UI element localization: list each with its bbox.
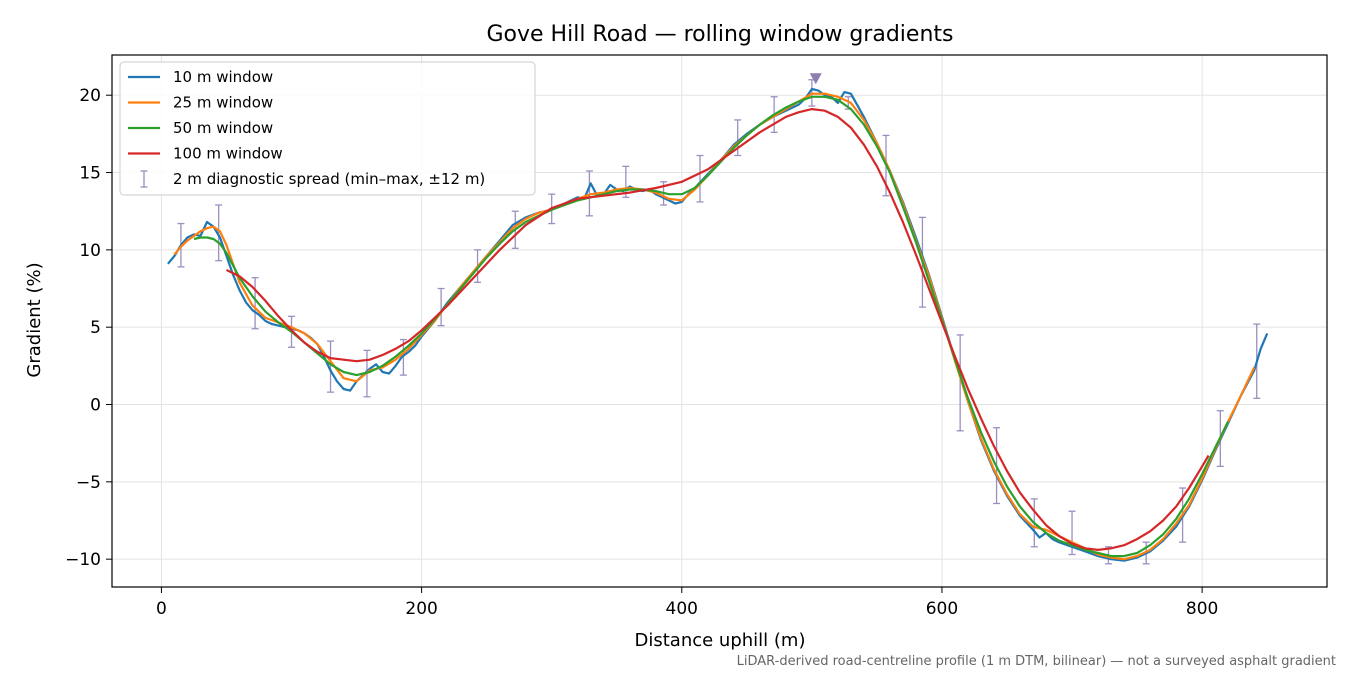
legend-box xyxy=(119,61,536,196)
x-tick-label: 800 xyxy=(1186,599,1218,619)
legend-label: 10 m window xyxy=(173,68,273,86)
error-bar xyxy=(327,340,335,393)
y-tick-label: 0 xyxy=(90,396,101,416)
x-tick-label: 0 xyxy=(156,599,167,619)
error-bar xyxy=(215,204,223,262)
x-tick-label: 600 xyxy=(926,599,958,619)
footnote: LiDAR-derived road-centreline profile (1… xyxy=(737,654,1336,669)
legend-label: 25 m window xyxy=(173,94,273,112)
y-tick-label: 5 xyxy=(90,318,101,338)
chart-title: Gove Hill Road — rolling window gradient… xyxy=(487,22,954,47)
y-tick-label: 15 xyxy=(79,164,101,184)
plot-frame xyxy=(111,54,1328,588)
error-bar xyxy=(437,287,445,327)
series-line-3 xyxy=(193,95,1230,558)
error-bar xyxy=(734,119,742,157)
legend-label: 100 m window xyxy=(173,145,283,163)
legend-entry: 50 m window xyxy=(128,119,273,137)
y-axis-label: Gradient (%) xyxy=(24,262,45,377)
legend-entry: 25 m window xyxy=(128,94,273,112)
error-bar xyxy=(585,170,593,217)
legend-entry: 100 m window xyxy=(128,145,283,163)
error-bar xyxy=(399,338,407,376)
series-line-4 xyxy=(226,107,1210,552)
x-axis-label: Distance uphill (m) xyxy=(635,630,806,651)
peak-marker xyxy=(809,73,822,85)
legend: 10 m window 25 m window 50 m window 100 m w… xyxy=(119,61,536,196)
legend-entry: 10 m window xyxy=(128,68,273,86)
x-tick-label: 400 xyxy=(666,599,698,619)
legend-label: 2 m diagnostic spread (min–max, ±12 m) xyxy=(173,170,485,188)
x-tick-label: 200 xyxy=(405,599,437,619)
series-group xyxy=(167,73,1269,565)
error-bar xyxy=(696,154,704,203)
legend-label: 50 m window xyxy=(173,119,273,137)
error-bar xyxy=(956,334,964,432)
y-tick-label: −10 xyxy=(65,550,101,570)
y-tick-label: 20 xyxy=(79,86,101,106)
error-bar xyxy=(251,277,259,330)
y-tick-label: 10 xyxy=(79,241,101,261)
axes: 0 200 400 600 800 −10 −5 0 5 10 15 20 xyxy=(65,54,1328,619)
y-tick-label: −5 xyxy=(76,473,101,493)
legend-entry: 2 m diagnostic spread (min–max, ±12 m) xyxy=(140,170,485,188)
